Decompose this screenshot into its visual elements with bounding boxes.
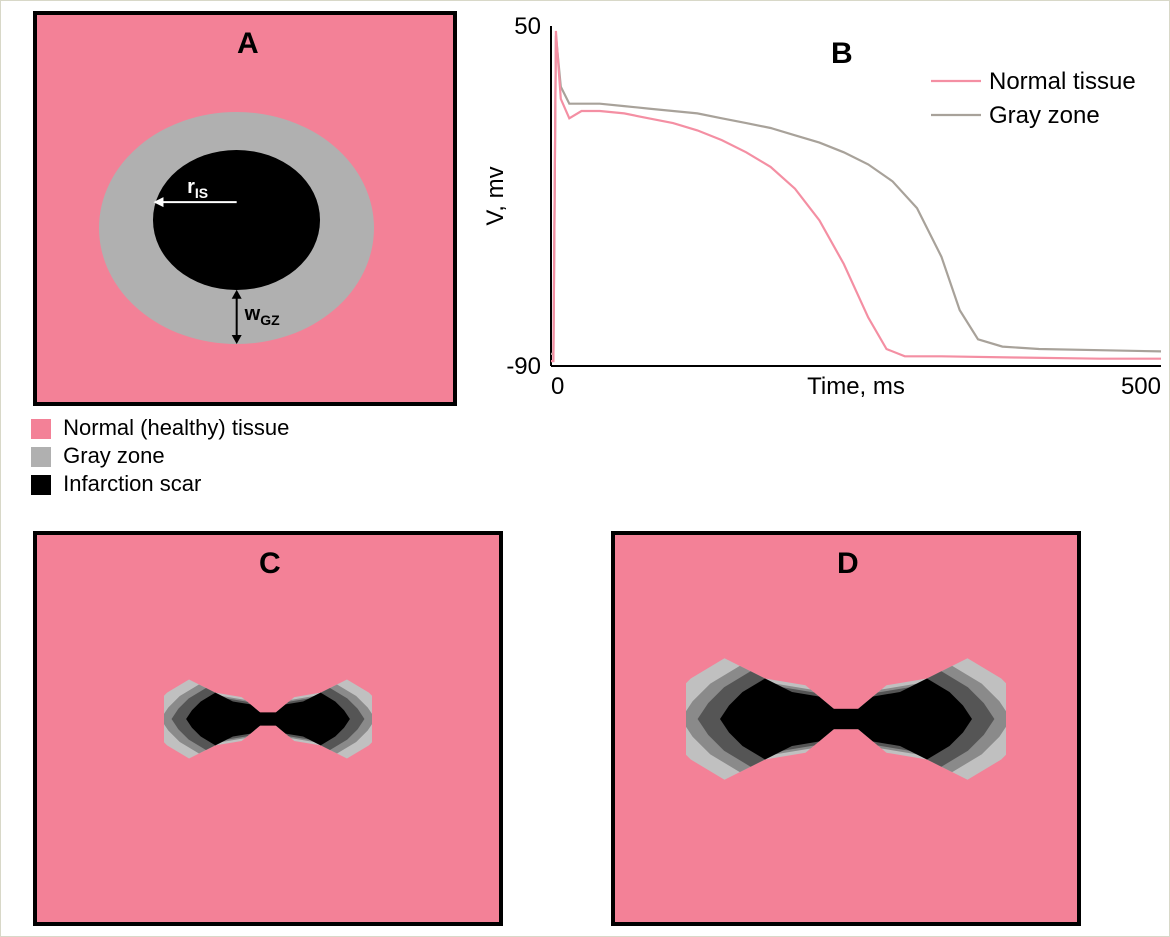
svg-text:Normal tissue: Normal tissue: [989, 68, 1136, 95]
svg-text:Gray zone: Gray zone: [989, 102, 1100, 129]
legend-text: Infarction scar: [63, 471, 201, 496]
legend-item: Gray zone: [31, 443, 289, 469]
legend-text: Normal (healthy) tissue: [63, 415, 289, 440]
legend-item: Infarction scar: [31, 471, 289, 497]
legend-item: Normal (healthy) tissue: [31, 415, 289, 441]
panel-a: A rIS wGZ: [33, 11, 457, 406]
panel-a-legend: Normal (healthy) tissue Gray zone Infarc…: [31, 413, 289, 499]
svg-text:B: B: [831, 37, 853, 70]
figure-grid: A rIS wGZ Normal (healthy) tissue Gray z…: [11, 11, 1159, 926]
panel-d: D: [611, 531, 1081, 926]
svg-text:50: 50: [514, 13, 541, 40]
panel-c: C: [33, 531, 503, 926]
legend-swatch: [31, 419, 51, 439]
svg-text:500: 500: [1121, 373, 1161, 400]
panel-d-label: D: [837, 547, 859, 581]
panel-d-fractal: [686, 634, 1006, 804]
svg-text:0: 0: [551, 373, 564, 400]
legend-swatch: [31, 447, 51, 467]
chart-b-svg: 50 -90 0 500 V, mv Time, ms B Normal tissue Gray…: [481, 11, 1170, 406]
svg-text:Time, ms: Time, ms: [807, 373, 905, 400]
legend-text: Gray zone: [63, 443, 165, 468]
panel-b-chart: 50 -90 0 500 V, mv Time, ms B Normal tissue Gray…: [481, 11, 1170, 406]
panel-c-fractal: [164, 663, 372, 774]
panel-c-label: C: [259, 547, 281, 581]
svg-text:-90: -90: [506, 353, 541, 380]
svg-text:V, mv: V, mv: [482, 166, 509, 225]
legend-swatch: [31, 475, 51, 495]
w-gz-arrow: [37, 15, 453, 402]
